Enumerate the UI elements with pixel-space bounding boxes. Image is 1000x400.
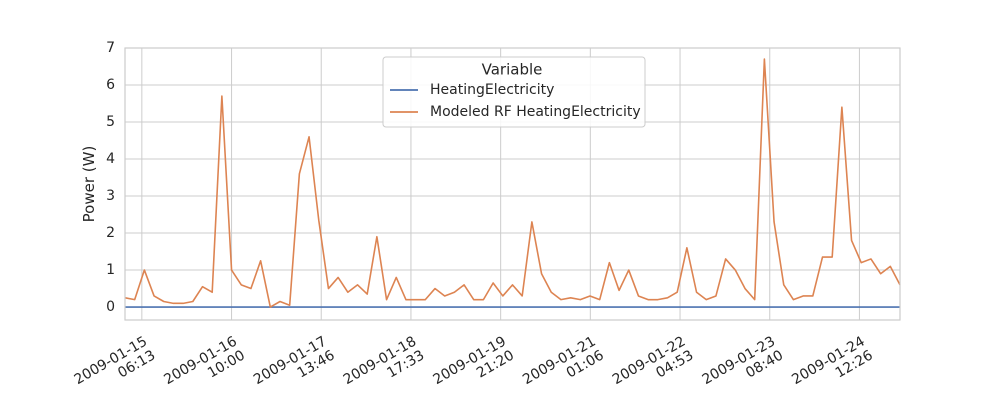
x-tick-label: 2009-01-2412:26	[789, 333, 876, 400]
x-tick-text: 2009-01-1610:00	[161, 333, 248, 400]
legend-label: HeatingElectricity	[430, 82, 554, 98]
y-tick-label: 0	[106, 299, 115, 315]
y-tick-label: 6	[106, 77, 115, 93]
x-tick-label: 2009-01-2204:53	[610, 334, 697, 400]
y-tick-label: 4	[106, 151, 115, 167]
legend-label: Modeled RF HeatingElectricity	[430, 104, 641, 120]
plot-frame	[124, 47, 901, 321]
x-tick-label: 2009-01-1713:46	[251, 333, 338, 400]
series-line	[124, 58, 901, 308]
x-tick-label: 2009-01-2101:06	[520, 333, 607, 400]
y-tick-label: 7	[106, 40, 115, 56]
x-tick-text: 2009-01-2308:40	[700, 334, 787, 400]
y-tick-label: 2	[106, 225, 115, 241]
y-tick-label: 3	[106, 188, 115, 204]
x-tick-text: 2009-01-1713:46	[251, 333, 338, 400]
legend-box	[382, 56, 646, 128]
x-tick-label: 2009-01-2308:40	[700, 334, 787, 400]
legend-title: Variable	[482, 61, 543, 79]
x-tick-label: 2009-01-1610:00	[161, 333, 248, 400]
x-tick-label: 2009-01-1921:20	[430, 334, 517, 400]
x-tick-text: 2009-01-2412:26	[789, 333, 876, 400]
x-tick-text: 2009-01-1817:33	[341, 334, 428, 400]
x-tick-text: 2009-01-1921:20	[430, 334, 517, 400]
x-tick-label: 2009-01-1817:33	[341, 334, 428, 400]
x-tick-text: 2009-01-2101:06	[520, 333, 607, 400]
x-tick-text: 2009-01-2204:53	[610, 334, 697, 400]
legend: Variable HeatingElectricity Modeled RF He…	[382, 56, 646, 128]
x-tick-label: 2009-01-1506:13	[72, 334, 159, 400]
x-tick-text: 2009-01-1506:13	[72, 334, 159, 400]
y-tick-label: 5	[106, 114, 115, 130]
y-tick-label: 1	[106, 262, 115, 278]
y-axis-label: Power (W)	[80, 146, 98, 223]
